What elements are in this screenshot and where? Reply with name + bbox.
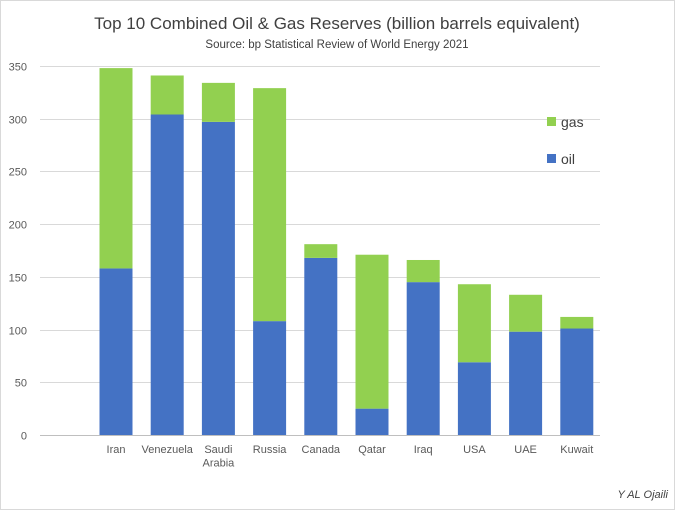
x-axis-tick-labels: Iran Venezuela Saudi Arabia Russia Canada Qata… [107,444,594,470]
bars [99,68,594,436]
x-tick-label: Venezuela [142,444,194,456]
x-tick-label: UAE [514,444,537,456]
y-axis-tick-labels: 0 50 100 150 200 250 300 350 [9,62,27,443]
bar-gas-usa [457,284,491,363]
bar-oil-qatar [355,408,389,435]
x-tick-label: Kuwait [560,444,593,456]
bar-oil-russia [253,321,287,435]
x-tick-label: Saudi Arabia [203,444,236,470]
y-tick-label: 0 [21,431,27,443]
bar-gas-uae [509,294,543,332]
x-tick-label: USA [463,444,486,456]
bar-oil-saudi-arabia [201,121,235,436]
y-tick-label: 350 [9,62,27,74]
bar-gas-saudi-arabia [201,82,235,122]
y-tick-label: 100 [9,326,27,338]
y-tick-label: 150 [9,273,27,285]
x-tick-label: Qatar [358,444,386,456]
bar-oil-uae [509,331,543,435]
bar-oil-usa [457,362,491,435]
y-tick-label: 200 [9,220,27,232]
x-tick-label: Iran [107,444,126,456]
legend-swatch-oil [547,154,556,163]
bar-oil-venezuela [150,114,184,436]
y-tick-label: 250 [9,167,27,179]
bar-gas-russia [253,88,287,322]
bar-oil-kuwait [560,328,594,435]
bar-gas-canada [304,244,338,258]
bar-gas-venezuela [150,75,184,115]
x-tick-label: Canada [302,444,341,456]
credit-text: Y AL Ojaili [617,489,668,501]
legend-label-gas: gas [561,114,584,130]
legend: gas oil [547,114,584,167]
y-tick-label: 300 [9,115,27,127]
bar-gas-kuwait [560,316,594,329]
chart-title: Top 10 Combined Oil & Gas Reserves (bill… [94,14,580,33]
bar-oil-iraq [406,282,440,435]
chart-subtitle: Source: bp Statistical Review of World E… [205,39,468,51]
bar-oil-iran [99,268,133,435]
bar-gas-iran [99,68,133,269]
bar-gas-qatar [355,254,389,409]
y-tick-label: 50 [15,378,27,390]
legend-label-oil: oil [561,151,575,167]
x-tick-label: Iraq [414,444,433,456]
bar-gas-iraq [406,259,440,283]
legend-swatch-gas [547,117,556,126]
x-tick-label: Russia [253,444,288,456]
bar-oil-canada [304,257,338,435]
